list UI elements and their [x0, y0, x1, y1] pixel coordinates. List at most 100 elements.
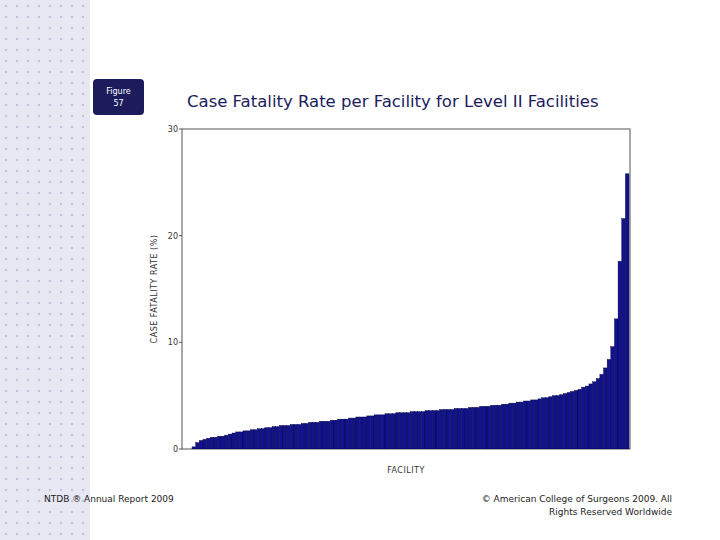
dot: [5, 203, 8, 206]
dot: [38, 302, 41, 305]
dot: [82, 49, 85, 52]
bar: [309, 422, 313, 449]
bar: [502, 404, 506, 449]
dot: [71, 126, 74, 129]
dot: [49, 445, 52, 448]
bar: [349, 418, 353, 449]
bar: [287, 426, 291, 449]
bar: [411, 412, 415, 449]
bar: [421, 412, 425, 449]
dot: [16, 5, 19, 8]
dot: [5, 192, 8, 195]
dot: [60, 346, 63, 349]
dot: [16, 27, 19, 30]
dot: [27, 137, 30, 140]
dot: [71, 203, 74, 206]
dot: [38, 423, 41, 426]
dot: [38, 126, 41, 129]
dot: [16, 478, 19, 481]
dot: [71, 170, 74, 173]
dot: [16, 93, 19, 96]
dot: [5, 104, 8, 107]
dot: [49, 357, 52, 360]
dot: [16, 324, 19, 327]
bar: [527, 401, 531, 449]
dot: [16, 269, 19, 272]
dot: [49, 49, 52, 52]
bar: [611, 347, 615, 449]
bar: [381, 415, 385, 449]
dot: [27, 38, 30, 41]
dot: [82, 115, 85, 118]
bar: [589, 384, 593, 449]
dot: [16, 533, 19, 536]
dot: [38, 522, 41, 525]
dot: [82, 214, 85, 217]
bar: [476, 407, 480, 449]
dot: [5, 522, 8, 525]
dot: [5, 368, 8, 371]
dot: [38, 225, 41, 228]
dot: [71, 368, 74, 371]
bar: [585, 386, 589, 449]
dot: [82, 104, 85, 107]
dot: [5, 148, 8, 151]
dot: [49, 511, 52, 514]
dot: [49, 247, 52, 250]
dot: [16, 258, 19, 261]
bar: [440, 410, 444, 449]
bar: [545, 398, 549, 449]
dot: [82, 258, 85, 261]
dot: [38, 16, 41, 19]
dot: [38, 170, 41, 173]
dot: [71, 313, 74, 316]
dot: [27, 379, 30, 382]
dot: [71, 16, 74, 19]
figure-box: [93, 79, 144, 115]
dot: [60, 467, 63, 470]
dot: [71, 467, 74, 470]
dot: [71, 137, 74, 140]
dot: [27, 60, 30, 63]
dot: [27, 27, 30, 30]
dot: [82, 170, 85, 173]
dot: [71, 236, 74, 239]
bar: [567, 392, 571, 449]
bar: [480, 406, 484, 449]
dot: [82, 291, 85, 294]
dot: [27, 522, 30, 525]
dot: [82, 16, 85, 19]
dot: [38, 313, 41, 316]
dot: [49, 104, 52, 107]
bar: [487, 406, 491, 449]
bar: [199, 440, 203, 449]
dot: [16, 291, 19, 294]
dot: [82, 412, 85, 415]
dot: [5, 38, 8, 41]
dot: [5, 291, 8, 294]
dot: [49, 368, 52, 371]
dot: [27, 170, 30, 173]
dot: [71, 302, 74, 305]
dot: [5, 478, 8, 481]
dot: [49, 423, 52, 426]
dot: [38, 324, 41, 327]
dot: [82, 401, 85, 404]
dot: [16, 357, 19, 360]
bar: [454, 408, 458, 449]
dot: [71, 159, 74, 162]
y-tick: [179, 342, 182, 343]
dot: [82, 137, 85, 140]
dot: [60, 324, 63, 327]
dot: [60, 390, 63, 393]
dot: [49, 390, 52, 393]
dot: [27, 434, 30, 437]
dot: [38, 104, 41, 107]
dot: [60, 379, 63, 382]
dot: [49, 181, 52, 184]
dot: [60, 214, 63, 217]
bar: [509, 403, 513, 449]
dot: [38, 269, 41, 272]
dot: [60, 511, 63, 514]
dot: [60, 170, 63, 173]
